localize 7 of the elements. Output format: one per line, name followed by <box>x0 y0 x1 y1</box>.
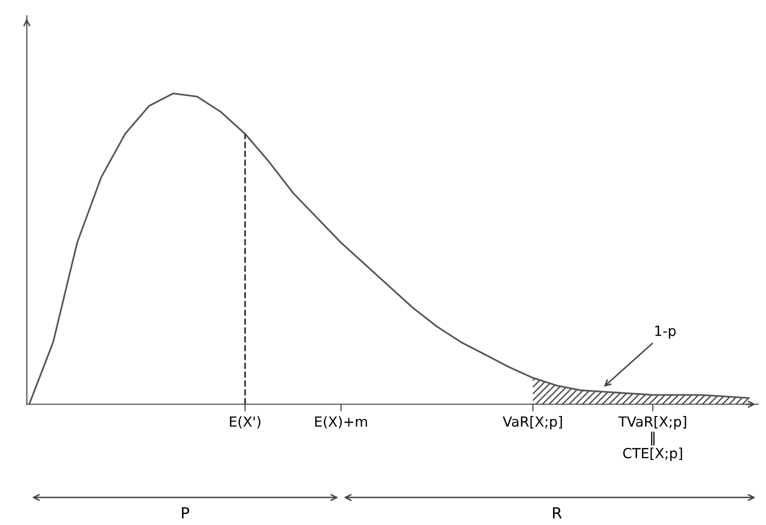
text: R <box>553 507 562 518</box>
x-tick-label: TVaR[X;p] ‖ CTE[X;p] <box>618 416 686 462</box>
x-tick-label: E(X') <box>230 416 260 428</box>
annotation: 1-p <box>655 326 676 339</box>
x-tick-label: E(X)+m <box>315 416 367 428</box>
x-tick-label: VaR[X;p] <box>502 416 562 430</box>
text: P <box>182 507 190 518</box>
